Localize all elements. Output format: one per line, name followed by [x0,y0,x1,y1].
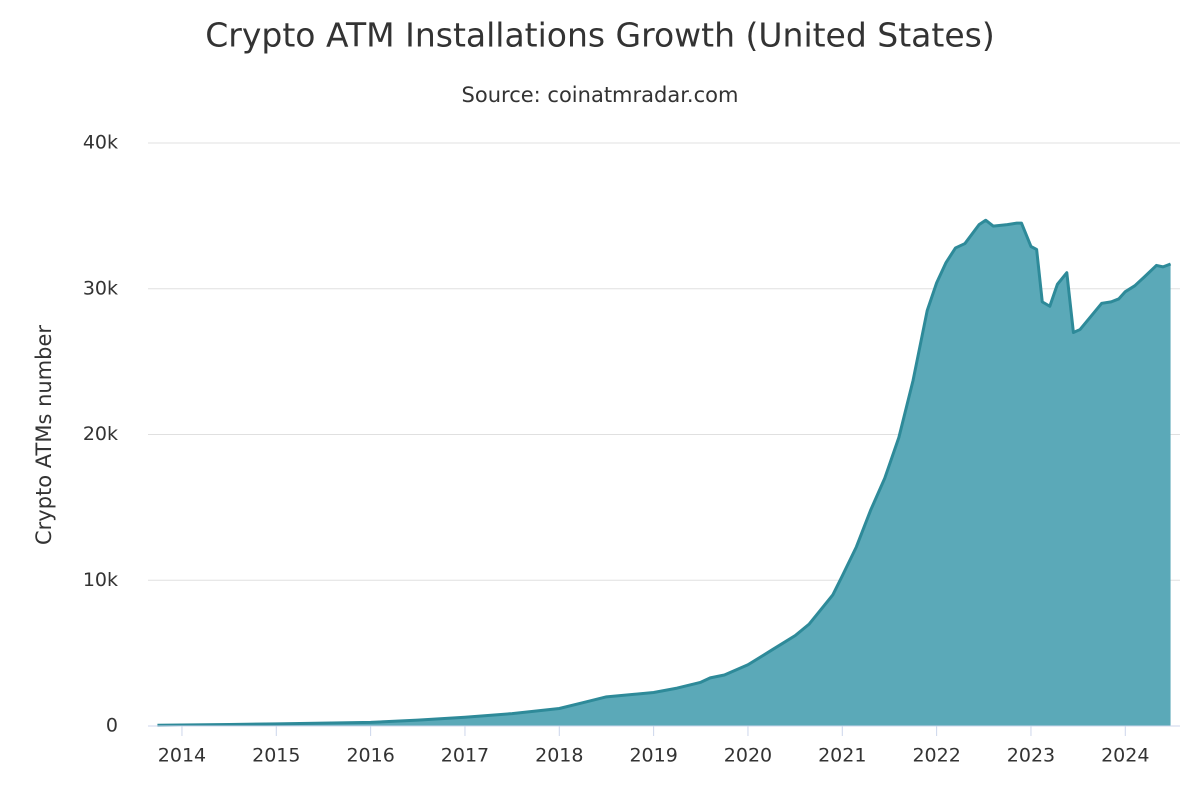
x-tick-label: 2020 [724,745,772,767]
area [157,220,1171,726]
y-tick-label: 20k [83,423,118,445]
line [157,218,1172,727]
x-tick-label: 2021 [818,745,866,767]
x-tick-label: 2024 [1101,745,1149,767]
x-tick-label: 2015 [252,745,300,767]
y-tick-label: 10k [83,569,118,591]
x-tick-label: 2022 [912,745,960,767]
chart-title: Crypto ATM Installations Growth (United … [205,16,994,55]
y-tick-label: 40k [83,132,118,154]
x-tick-label: 2019 [629,745,677,767]
x-tick-label: 2018 [535,745,583,767]
x-tick-label: 2023 [1007,745,1055,767]
x-tick-label: 2017 [441,745,489,767]
y-tick-label: 30k [83,277,118,299]
x-tick-label: 2014 [158,745,206,767]
x-tick-label: 2016 [346,745,394,767]
chart-subtitle: Source: coinatmradar.com [462,83,739,107]
y-tick-label: 0 [106,715,118,737]
y-axis-label: Crypto ATMs number [32,325,56,545]
